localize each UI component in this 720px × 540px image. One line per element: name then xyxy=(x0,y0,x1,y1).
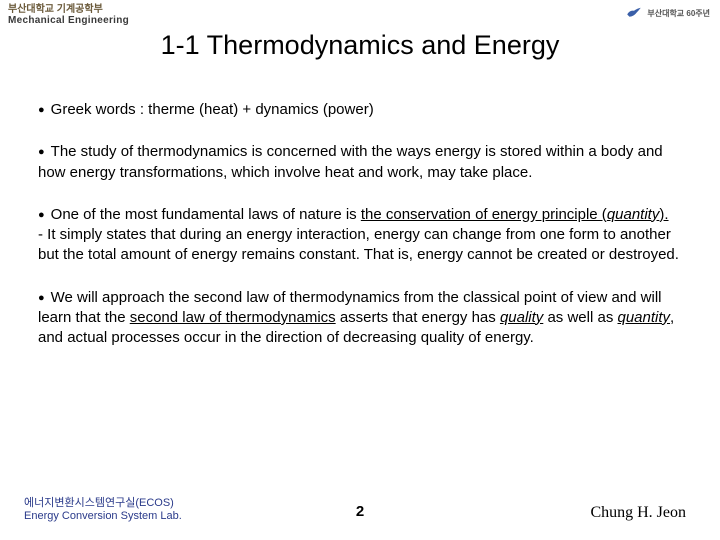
bullet-2-text: The study of thermodynamics is concerned… xyxy=(38,143,663,180)
bullet-1: Greek words : therme (heat) + dynamics (… xyxy=(38,100,682,120)
page-number: 2 xyxy=(356,503,364,520)
lab-info: 에너지변환시스템연구실(ECOS) Energy Conversion Syst… xyxy=(24,497,182,525)
dept-kr: 부산대학교 기계공학부 xyxy=(8,4,129,15)
header-right: 부산대학교 60주년 xyxy=(625,4,710,22)
bullet-3-sub: - It simply states that during an energy… xyxy=(38,225,682,266)
bullet-4-lead: We will approach the second law of therm… xyxy=(38,289,674,347)
bullet-2: The study of thermodynamics is concerned… xyxy=(38,142,682,183)
bullet-4: We will approach the second law of therm… xyxy=(38,288,682,349)
dept-en: Mechanical Engineering xyxy=(8,15,129,26)
lab-en: Energy Conversion System Lab. xyxy=(24,510,182,524)
bullet-3: One of the most fundamental laws of natu… xyxy=(38,205,682,266)
slide-title: 1-1 Thermodynamics and Energy xyxy=(0,30,720,61)
lab-kr: 에너지변환시스템연구실(ECOS) xyxy=(24,497,182,511)
bird-logo-icon xyxy=(625,4,643,22)
author-name: Chung H. Jeon xyxy=(590,504,686,522)
anniversary-text: 부산대학교 60주년 xyxy=(647,8,710,19)
content-area: Greek words : therme (heat) + dynamics (… xyxy=(38,100,682,370)
bullet-1-text: Greek words : therme (heat) + dynamics (… xyxy=(38,101,374,118)
header-left: 부산대학교 기계공학부 Mechanical Engineering xyxy=(8,4,129,26)
bullet-3-lead: One of the most fundamental laws of natu… xyxy=(38,206,669,223)
